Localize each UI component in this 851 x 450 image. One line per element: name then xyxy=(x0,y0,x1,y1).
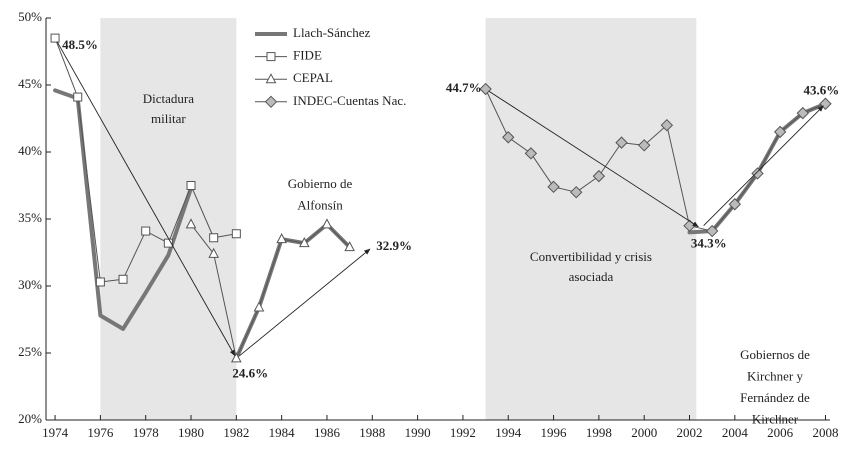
y-tick-label: 35% xyxy=(18,210,42,225)
x-tick-label: 2000 xyxy=(631,425,657,440)
marker xyxy=(524,147,538,160)
marker xyxy=(95,277,105,287)
marker xyxy=(547,180,560,194)
x-tick-label: 1996 xyxy=(541,425,568,440)
annotation: Fernández de xyxy=(740,390,810,405)
legend-label: FIDE xyxy=(293,48,322,63)
x-tick-label: 1978 xyxy=(133,425,159,440)
annotation: Alfonsín xyxy=(297,197,343,212)
legend-marker xyxy=(264,95,278,109)
marker xyxy=(209,233,219,243)
legend-label: CEPAL xyxy=(293,70,333,85)
y-tick-label: 25% xyxy=(18,344,42,359)
marker xyxy=(705,224,719,238)
marker xyxy=(728,198,742,211)
marker xyxy=(615,136,628,149)
marker xyxy=(570,185,583,199)
trend-arrow xyxy=(488,90,699,228)
marker xyxy=(231,352,242,363)
y-tick-label: 30% xyxy=(18,277,42,292)
marker xyxy=(118,274,128,284)
x-tick-label: 1988 xyxy=(359,425,385,440)
shaded-period xyxy=(485,18,697,420)
x-tick-label: 1984 xyxy=(269,425,296,440)
marker xyxy=(208,247,220,258)
point-label: 32.9% xyxy=(376,238,412,253)
x-tick-label: 2006 xyxy=(767,425,794,440)
marker xyxy=(344,241,355,252)
series-line xyxy=(485,88,826,232)
x-tick-label: 1990 xyxy=(405,425,431,440)
marker xyxy=(298,237,310,248)
point-label: 34.3% xyxy=(691,235,727,250)
y-tick-label: 40% xyxy=(18,143,42,158)
x-tick-label: 1982 xyxy=(223,425,249,440)
period-label: Convertibilidad y crisis xyxy=(530,249,652,264)
legend-label: INDEC-Cuentas Nac. xyxy=(293,93,406,108)
x-tick-label: 1980 xyxy=(178,425,204,440)
annotation: Kirchner y xyxy=(747,368,803,383)
period-label: Dictadura xyxy=(143,91,194,106)
legend: Llach-Sánchez FIDE CEPAL INDEC-Cuentas Nac. xyxy=(255,25,406,109)
marker xyxy=(592,169,606,183)
marker xyxy=(773,125,787,139)
x-tick-label: 1986 xyxy=(314,425,341,440)
marker xyxy=(660,118,674,132)
shaded-period xyxy=(100,18,237,420)
annotation: Gobiernos de xyxy=(740,347,810,362)
legend-marker xyxy=(266,52,276,62)
trend-arrow xyxy=(56,41,236,357)
marker xyxy=(231,229,241,239)
point-label: 44.7% xyxy=(446,80,482,95)
marker xyxy=(796,106,810,120)
annotation: Gobierno de xyxy=(288,176,353,191)
marker xyxy=(751,167,764,180)
annotation: Kirchner xyxy=(752,411,799,426)
y-tick-label: 20% xyxy=(18,411,42,426)
y-tick-label: 50% xyxy=(18,9,42,24)
period-label: militar xyxy=(151,111,186,126)
period-label: asociada xyxy=(569,269,614,284)
marker xyxy=(819,97,832,110)
marker xyxy=(321,218,333,229)
x-tick-label: 1976 xyxy=(87,425,114,440)
x-tick-label: 1974 xyxy=(42,425,69,440)
trend-arrow xyxy=(703,105,824,226)
marker xyxy=(253,301,265,312)
x-tick-label: 2008 xyxy=(812,425,838,440)
x-tick-label: 2004 xyxy=(722,425,749,440)
point-label: 43.6% xyxy=(803,83,839,98)
marker xyxy=(50,33,60,43)
marker xyxy=(185,218,197,229)
y-tick-label: 45% xyxy=(18,76,42,91)
marker xyxy=(186,181,196,190)
point-label: 24.6% xyxy=(232,365,268,380)
marker xyxy=(637,139,651,152)
trend-arrow xyxy=(239,248,371,357)
marker xyxy=(141,226,151,236)
x-tick-label: 2002 xyxy=(677,425,703,440)
legend-label: Llach-Sánchez xyxy=(293,25,370,40)
point-label: 48.5% xyxy=(62,37,98,52)
marker xyxy=(276,233,287,244)
x-tick-label: 1994 xyxy=(495,425,522,440)
marker xyxy=(502,131,515,144)
marker xyxy=(73,92,83,102)
x-tick-label: 1998 xyxy=(586,425,612,440)
marker xyxy=(479,82,492,96)
legend-marker xyxy=(265,73,277,84)
x-tick-label: 1992 xyxy=(450,425,476,440)
